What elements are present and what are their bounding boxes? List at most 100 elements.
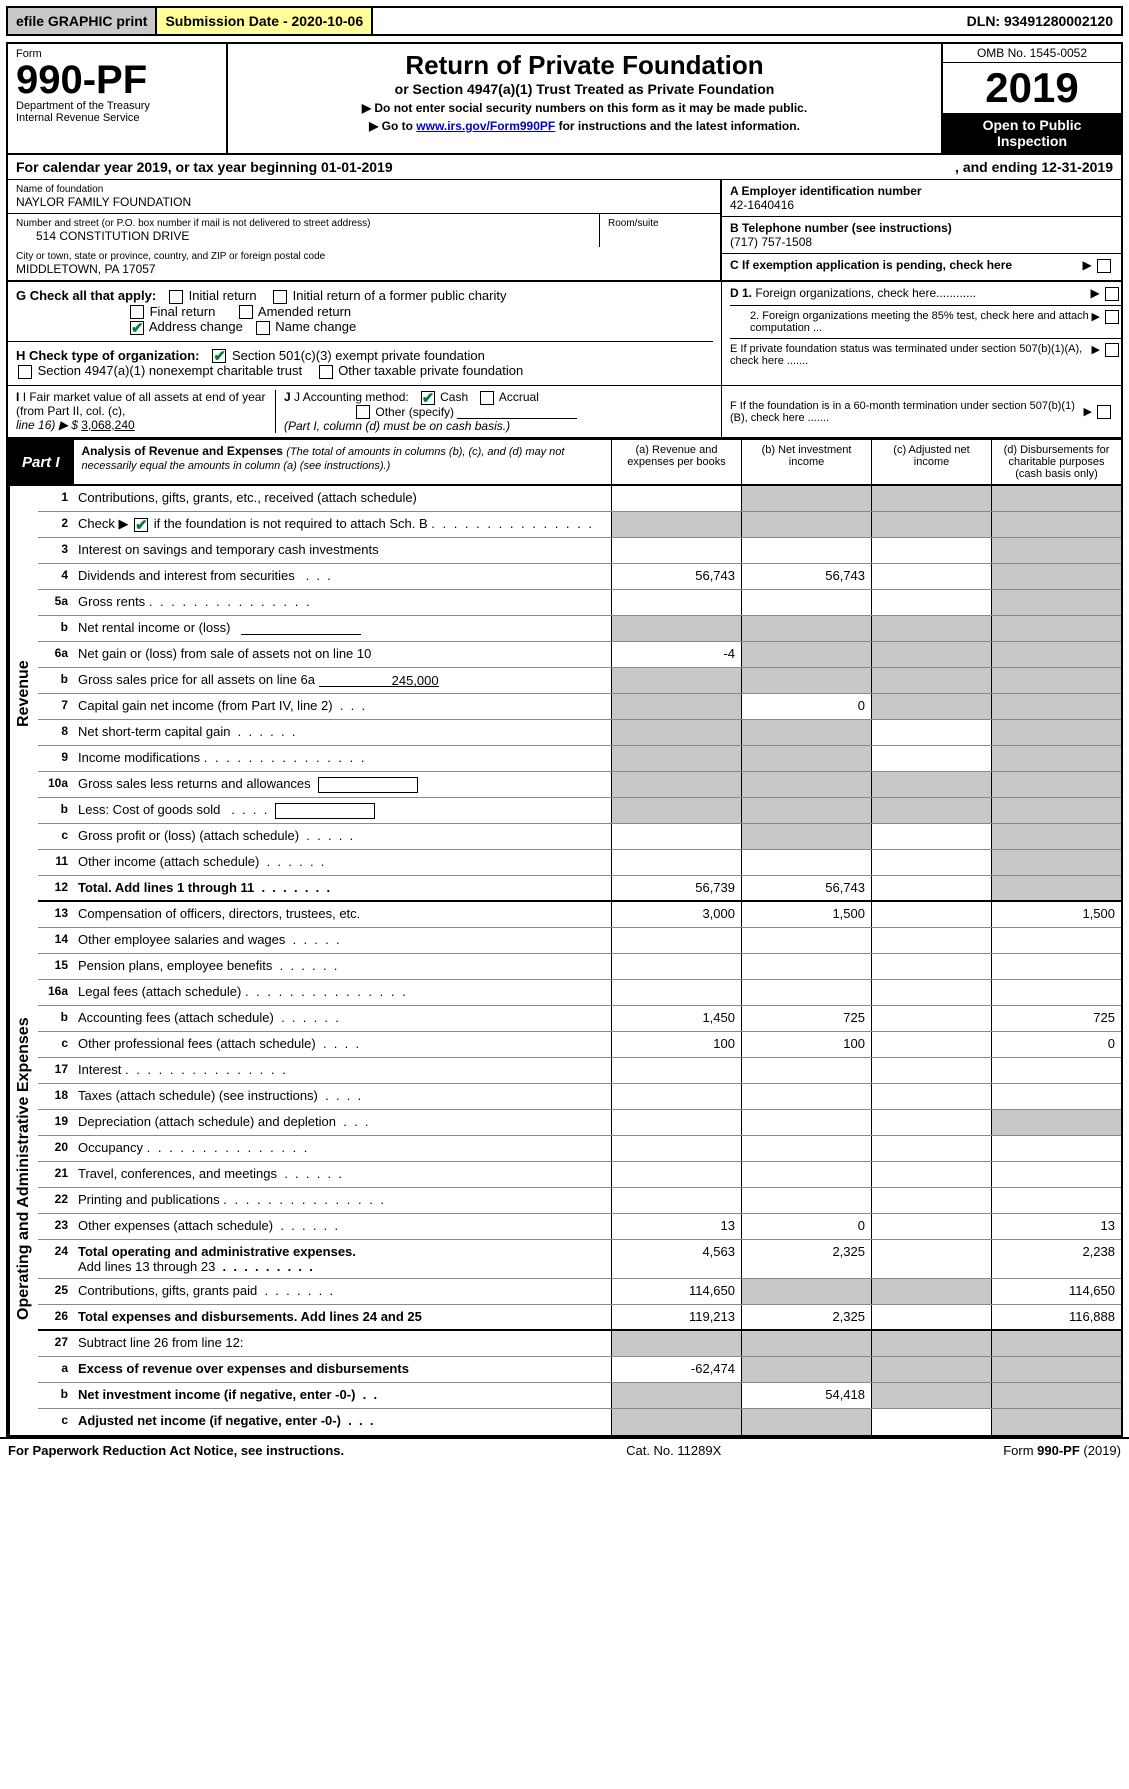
r11-desc: Other income (attach schedule) . . . . .… [74, 850, 611, 875]
r23-b: 0 [741, 1214, 871, 1239]
info-right: A Employer identification number 42-1640… [721, 180, 1121, 280]
r26-b: 2,325 [741, 1305, 871, 1329]
e-checkbox[interactable] [1105, 343, 1119, 357]
r26-desc: Total expenses and disbursements. Add li… [74, 1305, 611, 1329]
c-checkbox[interactable] [1097, 259, 1111, 273]
schb-checkbox[interactable] [134, 518, 148, 532]
r12-b: 56,743 [741, 876, 871, 900]
d2-label: 2. Foreign organizations meeting the 85%… [750, 310, 1091, 334]
r23-a: 13 [611, 1214, 741, 1239]
r20-desc: Occupancy [74, 1136, 611, 1161]
final-checkbox[interactable] [130, 305, 144, 319]
r16c-b: 100 [741, 1032, 871, 1057]
part1-header: Part I Analysis of Revenue and Expenses … [8, 438, 1121, 486]
r10a-desc: Gross sales less returns and allowances [74, 772, 611, 797]
form-link[interactable]: www.irs.gov/Form990PF [416, 119, 555, 133]
s501-checkbox[interactable] [212, 349, 226, 363]
r27c-desc: Adjusted net income (if negative, enter … [74, 1409, 611, 1435]
r14-desc: Other employee salaries and wages . . . … [74, 928, 611, 953]
j-label: J Accounting method: [294, 390, 409, 404]
final-label: Final return [150, 304, 216, 319]
footer-right: Form 990-PF (2019) [1003, 1443, 1121, 1458]
r27-desc: Subtract line 26 from line 12: [74, 1331, 611, 1356]
j-note: (Part I, column (d) must be on cash basi… [284, 419, 510, 433]
r24-desc: Total operating and administrative expen… [74, 1240, 611, 1278]
r10a-input[interactable] [318, 777, 418, 793]
r24-b: 2,325 [741, 1240, 871, 1278]
footer: For Paperwork Reduction Act Notice, see … [0, 1437, 1129, 1462]
other-tax-checkbox[interactable] [319, 365, 333, 379]
ein-cell: A Employer identification number 42-1640… [722, 180, 1121, 217]
name-change-checkbox[interactable] [256, 321, 270, 335]
header-right: OMB No. 1545-0052 2019 Open to Public In… [941, 44, 1121, 153]
amended-checkbox[interactable] [239, 305, 253, 319]
g-label: G Check all that apply: [16, 288, 156, 303]
g-h-left: G Check all that apply: Initial return I… [8, 282, 721, 385]
s4947-checkbox[interactable] [18, 365, 32, 379]
f-label: F If the foundation is in a 60-month ter… [730, 400, 1083, 424]
form-header: Form 990-PF Department of the Treasury I… [8, 44, 1121, 155]
r10b-input[interactable] [275, 803, 375, 819]
d-e-right: D 1. D 1. Foreign organizations, check h… [721, 282, 1121, 385]
city-cell: City or town, state or province, country… [8, 247, 720, 280]
r5b-input[interactable] [241, 621, 361, 635]
name-row: Name of foundation NAYLOR FAMILY FOUNDAT… [8, 180, 721, 280]
col-c-head: (c) Adjusted net income [871, 440, 991, 484]
r16b-b: 725 [741, 1006, 871, 1031]
r16a-desc: Legal fees (attach schedule) [74, 980, 611, 1005]
r10b-desc: Less: Cost of goods sold . . . . [74, 798, 611, 823]
city-label: City or town, state or province, country… [16, 251, 712, 262]
tel-value: (717) 757-1508 [730, 235, 1113, 249]
tax-year: 2019 [943, 63, 1121, 113]
r13-d: 1,500 [991, 902, 1121, 927]
r4-b: 56,743 [741, 564, 871, 589]
top-bar: efile GRAPHIC print Submission Date - 20… [6, 6, 1123, 36]
r6b-value: 245,000 [319, 673, 439, 687]
amended-label: Amended return [258, 304, 351, 319]
footer-mid: Cat. No. 11289X [626, 1443, 721, 1458]
s501-label: Section 501(c)(3) exempt private foundat… [232, 348, 485, 363]
accrual-label: Accrual [499, 390, 539, 404]
r16b-a: 1,450 [611, 1006, 741, 1031]
r16c-d: 0 [991, 1032, 1121, 1057]
r7-b: 0 [741, 694, 871, 719]
dln-label: DLN: 93491280002120 [959, 8, 1121, 34]
expenses-rows: 13Compensation of officers, directors, t… [38, 902, 1121, 1435]
accrual-checkbox[interactable] [480, 391, 494, 405]
other-label: Other (specify) [375, 405, 454, 419]
r25-a: 114,650 [611, 1279, 741, 1304]
r26-d: 116,888 [991, 1305, 1121, 1329]
ein-value: 42-1640416 [730, 198, 1113, 212]
r18-desc: Taxes (attach schedule) (see instruction… [74, 1084, 611, 1109]
cash-checkbox[interactable] [421, 391, 435, 405]
other-method-checkbox[interactable] [356, 405, 370, 419]
f-checkbox[interactable] [1097, 405, 1111, 419]
other-input[interactable] [457, 405, 577, 419]
part1-label: Part I [8, 440, 74, 484]
header-center: Return of Private Foundation or Section … [228, 44, 941, 153]
d1-checkbox[interactable] [1105, 287, 1119, 301]
r24-a: 4,563 [611, 1240, 741, 1278]
r8-desc: Net short-term capital gain . . . . . . [74, 720, 611, 745]
addr-change-checkbox[interactable] [130, 321, 144, 335]
part1-title: Analysis of Revenue and Expenses [82, 444, 283, 458]
info-left: Name of foundation NAYLOR FAMILY FOUNDAT… [8, 180, 721, 280]
name-change-label: Name change [275, 319, 356, 334]
initial-former-checkbox[interactable] [273, 290, 287, 304]
revenue-section: Revenue 1Contributions, gifts, grants, e… [8, 486, 1121, 902]
revenue-side-label: Revenue [8, 486, 38, 902]
form-subtitle: or Section 4947(a)(1) Trust Treated as P… [238, 81, 931, 97]
ein-label: A Employer identification number [730, 184, 1113, 198]
r26-a: 119,213 [611, 1305, 741, 1329]
initial-checkbox[interactable] [169, 290, 183, 304]
col-d-head: (d) Disbursements for charitable purpose… [991, 440, 1121, 484]
d1-row: D 1. D 1. Foreign organizations, check h… [730, 282, 1121, 306]
r12-a: 56,739 [611, 876, 741, 900]
tel-cell: B Telephone number (see instructions) (7… [722, 217, 1121, 254]
r5b-desc: Net rental income or (loss) [74, 616, 611, 641]
r4-a: 56,743 [611, 564, 741, 589]
r23-d: 13 [991, 1214, 1121, 1239]
d2-checkbox[interactable] [1105, 310, 1119, 324]
r27b-desc: Net investment income (if negative, ente… [74, 1383, 611, 1408]
h-label: H Check type of organization: [16, 348, 199, 363]
